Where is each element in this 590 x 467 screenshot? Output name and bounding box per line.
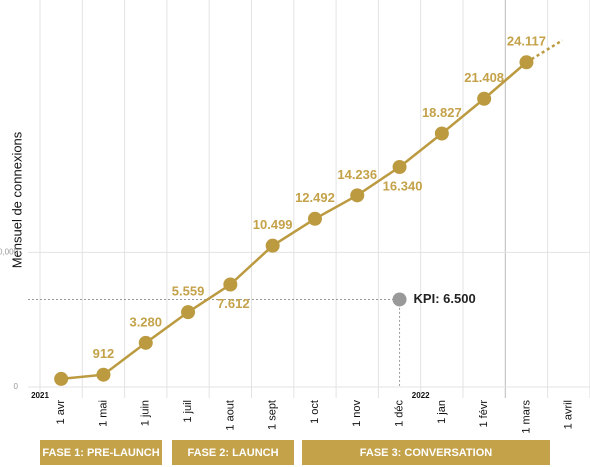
x-tick-label: 1 avr <box>55 400 67 425</box>
data-point <box>477 91 492 106</box>
data-label: 10.499 <box>253 217 293 232</box>
x-tick-label: 1 sept <box>267 400 279 430</box>
y-tick-label: 10,000 <box>0 247 19 256</box>
data-label: 3.280 <box>129 314 162 329</box>
x-tick-label: 1 mars <box>520 400 532 434</box>
data-point <box>392 159 407 174</box>
data-point <box>54 371 69 386</box>
phase-label: FASE 2: LAUNCH <box>187 447 278 459</box>
data-label: 16.340 <box>383 178 423 193</box>
data-point <box>138 335 153 350</box>
kpi-guide <box>28 298 401 387</box>
phase-box <box>302 440 550 465</box>
data-point <box>223 277 238 292</box>
x-tick-label: 1 nov <box>351 400 363 427</box>
data-label: 14.236 <box>337 167 377 182</box>
data-label: 21.408 <box>464 70 504 85</box>
x-tick-label: 1 déc <box>393 400 405 427</box>
data-label: 24.117 <box>507 34 546 49</box>
phases: FASE 1: PRE-LAUNCH FASE 2: LAUNCH FASE 3… <box>40 440 550 465</box>
y-tick-label: 0 <box>14 382 19 391</box>
data-point <box>265 238 280 253</box>
x-tick-label: 1 jan <box>436 400 448 424</box>
x-tick-label: 1 mai <box>97 400 109 427</box>
phase-box <box>172 440 294 465</box>
data-label: 7.612 <box>217 296 250 311</box>
phase-box <box>40 440 162 465</box>
kpi-label: KPI: 6.500 <box>414 291 476 306</box>
phase-label: FASE 3: CONVERSATION <box>360 447 492 459</box>
x-tick-label: 1 févr <box>478 400 490 428</box>
data-label: 912 <box>93 346 115 361</box>
year-label: 2021 <box>31 391 49 400</box>
data-label: 5.559 <box>172 284 205 299</box>
x-tick-label: 1 oct <box>309 400 321 424</box>
year-label: 2022 <box>412 391 430 400</box>
data-point <box>307 211 322 226</box>
series-line <box>61 61 528 381</box>
phase-label: FASE 1: PRE-LAUNCH <box>42 447 159 459</box>
x-tick-label: 1 juin <box>140 400 152 426</box>
x-tick-label: 1 aout <box>224 400 236 431</box>
data-point <box>96 367 111 382</box>
data-label: 12.492 <box>295 190 335 205</box>
data-point <box>350 188 365 203</box>
trend-extension <box>525 39 564 64</box>
data-point <box>519 55 534 70</box>
data-label: 18.827 <box>422 105 462 120</box>
data-point <box>181 305 196 320</box>
y-axis-title: Mensuel de connexions <box>9 131 24 268</box>
x-tick-label: 1 juil <box>182 400 194 423</box>
data-point <box>434 126 449 141</box>
x-tick-label: 1 avril <box>563 400 575 429</box>
kpi-point <box>392 292 407 307</box>
